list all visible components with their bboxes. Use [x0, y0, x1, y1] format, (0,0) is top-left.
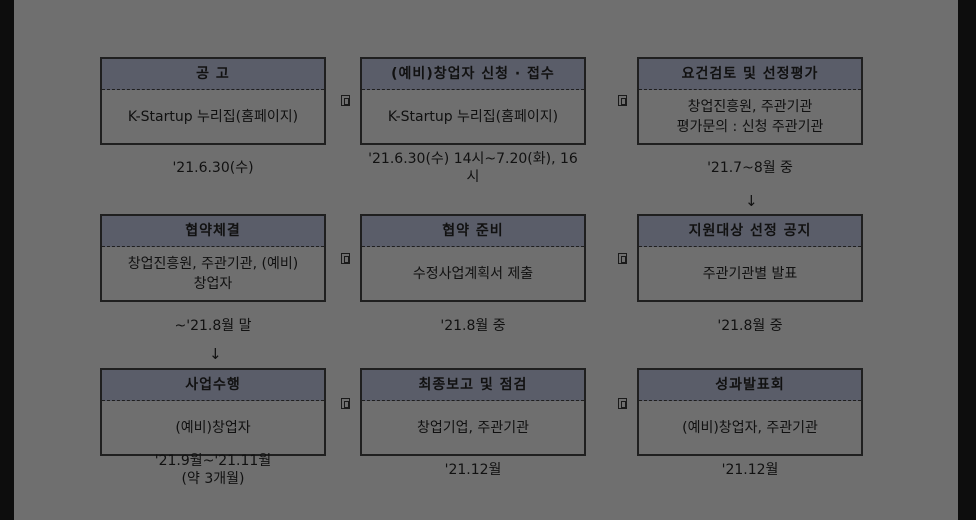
- flow-arrow-icon: [341, 398, 350, 409]
- step-showcase-box: 성과발표회 (예비)창업자, 주관기관: [637, 368, 863, 456]
- step-body: 주관기관별 발표: [639, 247, 861, 301]
- flowchart-canvas: 공 고 K-Startup 누리집(홈페이지) '21.6.30(수) (예비)…: [14, 0, 958, 520]
- step-body-line: 창업자: [193, 276, 233, 292]
- step-body-line: 창업진흥원, 주관기관, (예비): [127, 256, 299, 272]
- step-note-line: '21.12월: [721, 462, 779, 478]
- flow-arrow-icon: [341, 95, 350, 106]
- flow-arrow-icon: [618, 95, 627, 106]
- step-announcement-box: 공 고 K-Startup 누리집(홈페이지): [100, 57, 326, 145]
- step-title: 성과발표회: [639, 370, 861, 401]
- step-title: 공 고: [102, 59, 324, 90]
- step-review-box: 요건검토 및 선정평가 창업진흥원, 주관기관 평가문의 : 신청 주관기관: [637, 57, 863, 145]
- step-body: 창업기업, 주관기관: [362, 401, 584, 455]
- step-body: (예비)창업자, 주관기관: [639, 401, 861, 455]
- step-title: 요건검토 및 선정평가: [639, 59, 861, 90]
- step-body: K-Startup 누리집(홈페이지): [102, 90, 324, 144]
- flow-arrow-icon: [341, 253, 350, 264]
- flow-arrow-icon: [618, 253, 627, 264]
- step-title: 협약체결: [102, 216, 324, 247]
- down-arrow-icon: ↓: [209, 345, 222, 363]
- step-application-box: (예비)창업자 신청 · 접수 K-Startup 누리집(홈페이지): [360, 57, 586, 145]
- step-note: '21.9월~'21.11월 (약 3개월): [100, 452, 326, 488]
- step-note-line: (약 3개월): [181, 471, 245, 487]
- step-execution-box: 사업수행 (예비)창업자: [100, 368, 326, 456]
- step-note-line: '21.7~8월 중: [707, 160, 793, 176]
- step-note-line: '21.8월 중: [440, 318, 506, 334]
- step-body: K-Startup 누리집(홈페이지): [362, 90, 584, 144]
- step-note-line: '21.8월 중: [717, 318, 783, 334]
- step-body-line: (예비)창업자: [175, 420, 251, 436]
- step-title: (예비)창업자 신청 · 접수: [362, 59, 584, 90]
- step-note-line: '21.6.30(수) 14시~7.20(화), 16: [368, 151, 578, 167]
- step-body-line: (예비)창업자, 주관기관: [682, 420, 818, 436]
- step-body-line: K-Startup 누리집(홈페이지): [127, 109, 299, 125]
- step-body: 창업진흥원, 주관기관 평가문의 : 신청 주관기관: [639, 90, 861, 144]
- step-agreement-prep-box: 협약 준비 수정사업계획서 제출: [360, 214, 586, 302]
- step-title: 최종보고 및 점검: [362, 370, 584, 401]
- step-title: 사업수행: [102, 370, 324, 401]
- step-note: '21.7~8월 중: [637, 159, 863, 177]
- step-note: '21.12월: [360, 461, 586, 479]
- step-body-line: 평가문의 : 신청 주관기관: [676, 119, 824, 135]
- step-selection-notice-box: 지원대상 선정 공지 주관기관별 발표: [637, 214, 863, 302]
- step-note-line: ~'21.8월 말: [174, 318, 252, 334]
- step-body-line: 주관기관별 발표: [702, 266, 798, 282]
- step-agreement-box: 협약체결 창업진흥원, 주관기관, (예비) 창업자: [100, 214, 326, 302]
- step-body: (예비)창업자: [102, 401, 324, 455]
- step-body-line: 창업진흥원, 주관기관: [687, 99, 813, 115]
- step-title: 지원대상 선정 공지: [639, 216, 861, 247]
- step-title: 협약 준비: [362, 216, 584, 247]
- down-arrow-icon: ↓: [745, 192, 758, 210]
- step-final-report-box: 최종보고 및 점검 창업기업, 주관기관: [360, 368, 586, 456]
- step-note-line: 시: [466, 169, 480, 185]
- step-note-line: '21.12월: [444, 462, 502, 478]
- step-note: '21.8월 중: [637, 317, 863, 335]
- step-note: '21.6.30(수) 14시~7.20(화), 16 시: [360, 150, 586, 186]
- step-note: '21.12월: [637, 461, 863, 479]
- step-body: 수정사업계획서 제출: [362, 247, 584, 301]
- step-note: '21.8월 중: [360, 317, 586, 335]
- flow-arrow-icon: [618, 398, 627, 409]
- step-note-line: '21.9월~'21.11월: [154, 453, 272, 469]
- step-note: ~'21.8월 말: [100, 317, 326, 335]
- step-note: '21.6.30(수): [100, 159, 326, 177]
- step-body-line: 창업기업, 주관기관: [417, 420, 529, 436]
- step-body-line: 수정사업계획서 제출: [412, 266, 534, 282]
- step-body: 창업진흥원, 주관기관, (예비) 창업자: [102, 247, 324, 301]
- step-body-line: K-Startup 누리집(홈페이지): [387, 109, 559, 125]
- step-note-line: '21.6.30(수): [172, 160, 254, 176]
